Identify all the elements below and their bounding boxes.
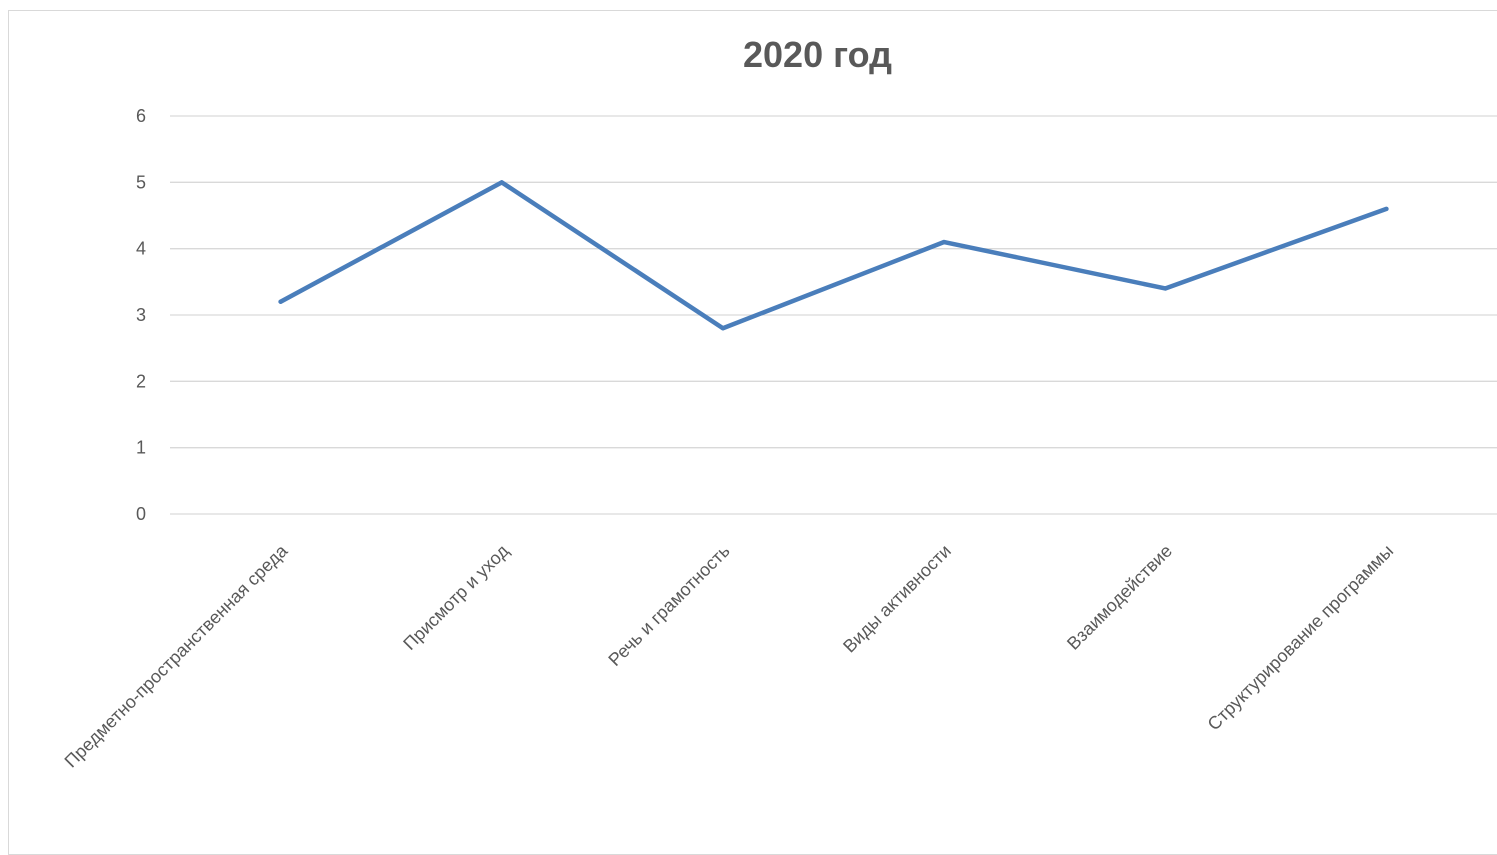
- data-point: [499, 180, 504, 185]
- y-axis-ticks: 0 1 2 3 4 5 6: [136, 106, 146, 524]
- x-axis-categories: Предметно-пространственная среда Присмотр…: [61, 540, 1398, 772]
- data-point: [942, 240, 947, 245]
- chart-frame: [8, 10, 1497, 855]
- x-category-label: Взаимодействие: [1063, 541, 1176, 654]
- series-layer: [278, 180, 1389, 331]
- x-category-label: Предметно-пространственная среда: [61, 540, 293, 772]
- y-tick-label: 2: [136, 371, 146, 391]
- y-tick-label: 0: [136, 504, 146, 524]
- chart-title: 2020 год: [743, 34, 892, 75]
- y-tick-label: 3: [136, 305, 146, 325]
- y-tick-label: 6: [136, 106, 146, 126]
- y-tick-label: 4: [136, 239, 146, 259]
- series-line: [278, 180, 1389, 331]
- x-category-label: Структурирование программы: [1204, 541, 1398, 735]
- gridlines: [170, 115, 1497, 515]
- x-category-label: Присмотр и уход: [399, 540, 513, 654]
- data-point: [1163, 286, 1168, 291]
- y-tick-label: 1: [136, 438, 146, 458]
- data-point: [1384, 206, 1389, 211]
- data-point: [278, 299, 283, 304]
- y-tick-label: 5: [136, 172, 146, 192]
- x-category-label: Виды активности: [839, 541, 955, 657]
- data-point: [720, 326, 725, 331]
- x-category-label: Речь и грамотность: [604, 541, 733, 670]
